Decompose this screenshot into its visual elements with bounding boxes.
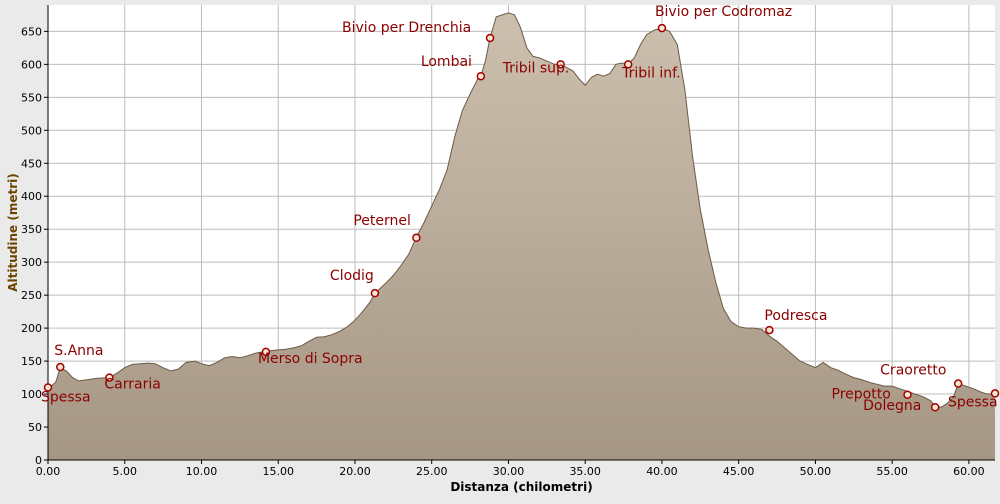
waypoint-label: Merso di Sopra: [258, 351, 363, 367]
y-tick-label: 350: [21, 223, 42, 236]
waypoint-marker: [623, 60, 633, 69]
y-tick-label: 200: [21, 322, 42, 335]
waypoint-marker: [261, 347, 271, 357]
x-tick-label: 40.00: [646, 465, 678, 478]
x-tick-label: 5.00: [112, 465, 137, 478]
y-tick-label: 500: [21, 124, 42, 137]
y-tick-label: 450: [21, 157, 42, 170]
y-tick-label: 550: [21, 91, 42, 104]
x-tick-label: 20.00: [339, 465, 371, 478]
waypoint-label: S.Anna: [54, 343, 103, 359]
waypoint-label: Spessa: [41, 389, 91, 405]
waypoint-marker: [556, 60, 565, 69]
waypoint-marker: [370, 288, 380, 298]
x-tick-label: 10.00: [186, 465, 218, 478]
waypoint-label: Tribil inf.: [621, 65, 680, 81]
x-tick-label: 50.00: [800, 465, 832, 478]
y-tick-label: 150: [21, 355, 42, 368]
waypoint-marker: [903, 390, 912, 399]
waypoint-marker: [765, 325, 774, 335]
waypoint-label: Craoretto: [880, 363, 946, 379]
waypoint-marker: [953, 379, 963, 388]
elevation-profile-line: [47, 12, 996, 408]
y-axis-title: Altitudine (metri): [6, 173, 20, 291]
waypoint-label: Clodig: [330, 268, 374, 284]
waypoint-label: Peternel: [353, 213, 411, 229]
elevation-area: [48, 12, 995, 461]
waypoint-marker: [990, 389, 1000, 398]
x-tick-label: 15.00: [262, 465, 294, 478]
y-tick-label: 300: [21, 256, 42, 269]
waypoint-marker: [105, 373, 114, 382]
y-tick-label: 100: [21, 388, 42, 401]
waypoint-label: Dolegna: [863, 398, 921, 414]
waypoint-marker: [930, 402, 940, 412]
x-tick-label: 45.00: [723, 465, 755, 478]
waypoint-label: Tribil sup.: [502, 60, 570, 76]
waypoint-label: Carraria: [104, 377, 160, 393]
waypoint-marker: [43, 383, 53, 392]
y-tick-label: 250: [21, 289, 42, 302]
waypoint-label: Lombai: [421, 54, 472, 70]
x-axis-title: Distanza (chilometri): [450, 480, 592, 494]
waypoint-label: Bivio per Codromaz: [655, 4, 792, 20]
waypoint-marker: [56, 362, 65, 372]
y-tick-label: 650: [21, 25, 42, 38]
x-tick-label: 35.00: [569, 465, 601, 478]
x-tick-label: 0.00: [36, 465, 61, 478]
waypoint-marker: [657, 23, 667, 33]
y-tick-label: 600: [21, 58, 42, 71]
waypoint-label: Spessa: [948, 394, 998, 410]
waypoint-label: Bivio per Drenchia: [342, 20, 471, 36]
x-tick-label: 25.00: [416, 465, 448, 478]
x-tick-label: 60.00: [953, 465, 985, 478]
y-tick-label: 400: [21, 190, 42, 203]
x-tick-label: 30.00: [493, 465, 525, 478]
y-tick-label: 50: [28, 421, 42, 434]
y-tick-label: 0: [35, 454, 42, 467]
waypoint-marker: [485, 33, 495, 43]
waypoint-label: Prepotto: [832, 387, 891, 403]
waypoint-label: Podresca: [764, 308, 827, 324]
waypoint-marker: [412, 233, 421, 243]
x-tick-label: 55.00: [876, 465, 908, 478]
waypoint-marker: [476, 71, 486, 81]
